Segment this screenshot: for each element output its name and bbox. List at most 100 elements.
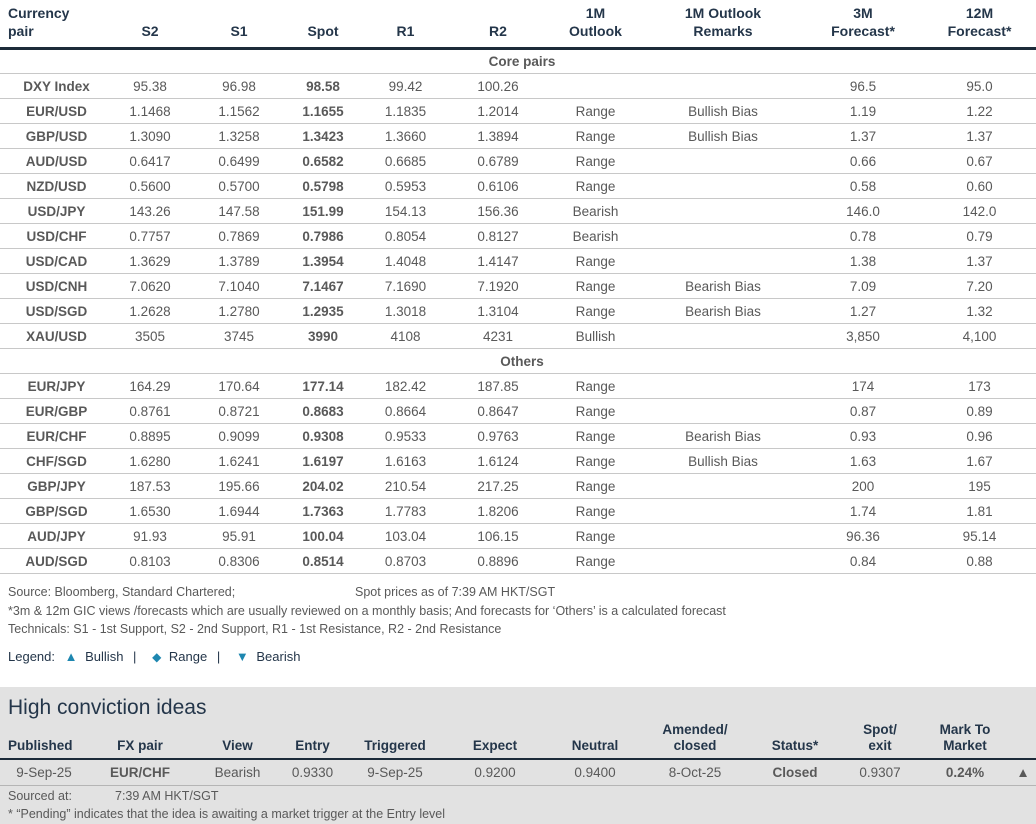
hc-col-header-amended-closed: Amended/ closed — [662, 722, 728, 753]
cell-12m-forecast: 173 — [923, 373, 1036, 399]
cell-spot: 177.14 — [283, 373, 363, 399]
fx-forecast-table: Currency pair S2 S1 Spot R1 R2 1M Outlook 1M Ou… — [0, 0, 1036, 574]
fx-table-header-row: Currency pair S2 S1 Spot R1 R2 1M Outlook 1M Ou… — [0, 0, 1036, 49]
cell-r2: 106.15 — [448, 523, 548, 549]
cell-s2: 1.3629 — [105, 248, 195, 274]
cell-s2: 164.29 — [105, 373, 195, 399]
col-header-r1: R1 — [396, 23, 415, 39]
cell-pair: EUR/USD — [0, 98, 105, 124]
cell-spot: 1.2935 — [283, 298, 363, 324]
cell-remarks — [643, 198, 803, 224]
cell-spot-exit: 0.9307 — [840, 759, 920, 786]
cell-r2: 1.3894 — [448, 123, 548, 149]
fx-row-xau-usd: XAU/USD 3505 3745 3990 4108 4231 Bullish 3,850 4… — [0, 323, 1036, 349]
cell-r1: 0.9533 — [363, 423, 448, 449]
cell-12m-forecast: 1.67 — [923, 448, 1036, 474]
legend-separator: | — [216, 648, 221, 664]
cell-3m-forecast: 0.87 — [803, 398, 923, 424]
cell-r1: 154.13 — [363, 198, 448, 224]
cell-spot: 151.99 — [283, 198, 363, 224]
cell-3m-forecast: 0.84 — [803, 548, 923, 574]
hc-col-header-neutral: Neutral — [571, 738, 619, 753]
cell-amended-closed: 8-Oct-25 — [640, 759, 750, 786]
cell-r2: 0.9763 — [448, 423, 548, 449]
cell-12m-forecast: 4,100 — [923, 323, 1036, 349]
cell-spot: 0.5798 — [283, 173, 363, 199]
cell-r2: 1.3104 — [448, 298, 548, 324]
cell-status: Closed — [750, 759, 840, 786]
cell-spot: 0.8514 — [283, 548, 363, 574]
cell-pair: AUD/SGD — [0, 548, 105, 574]
cell-12m-forecast: 0.67 — [923, 148, 1036, 174]
col-header-s2: S2 — [141, 23, 159, 39]
cell-r1: 103.04 — [363, 523, 448, 549]
cell-r1: 0.6685 — [363, 148, 448, 174]
cell-r2: 1.6124 — [448, 448, 548, 474]
legend-bullish-label: Bullish — [85, 648, 124, 664]
cell-entry: 0.9330 — [275, 759, 350, 786]
cell-outlook: Range — [548, 98, 643, 124]
fx-row-usd-chf: USD/CHF 0.7757 0.7869 0.7986 0.8054 0.8127 Bea… — [0, 223, 1036, 249]
cell-r2: 7.1920 — [448, 273, 548, 299]
forecast-note: *3m & 12m GIC views /forecasts which are… — [8, 603, 726, 618]
cell-12m-forecast: 1.22 — [923, 98, 1036, 124]
cell-r2: 100.26 — [448, 73, 548, 99]
cell-r1: 1.4048 — [363, 248, 448, 274]
cell-spot: 204.02 — [283, 473, 363, 499]
cell-triggered: 9-Sep-25 — [350, 759, 440, 786]
cell-r1: 0.8664 — [363, 398, 448, 424]
cell-r2: 1.8206 — [448, 498, 548, 524]
cell-pair: USD/JPY — [0, 198, 105, 224]
cell-outlook: Bearish — [548, 198, 643, 224]
cell-published: 9-Sep-25 — [0, 759, 80, 786]
mark-to-market-up-triangle-icon: ▲ — [1010, 759, 1036, 786]
cell-r2: 0.6789 — [448, 148, 548, 174]
cell-outlook: Range — [548, 498, 643, 524]
cell-r2: 217.25 — [448, 473, 548, 499]
cell-s1: 3745 — [195, 323, 283, 349]
cell-r2: 4231 — [448, 323, 548, 349]
cell-s1: 147.58 — [195, 198, 283, 224]
fx-row-eur-gbp: EUR/GBP 0.8761 0.8721 0.8683 0.8664 0.8647 Ran… — [0, 398, 1036, 424]
legend-label: Legend: — [8, 648, 55, 664]
cell-3m-forecast: 1.38 — [803, 248, 923, 274]
source-text: Source: Bloomberg, Standard Chartered; — [8, 585, 236, 599]
cell-r1: 7.1690 — [363, 273, 448, 299]
section-header-row: Core pairs — [0, 48, 1036, 74]
sourced-at-label: Sourced at: — [8, 788, 72, 803]
fx-row-nzd-usd: NZD/USD 0.5600 0.5700 0.5798 0.5953 0.6106 Ran… — [0, 173, 1036, 199]
cell-s1: 1.1562 — [195, 98, 283, 124]
cell-12m-forecast: 1.81 — [923, 498, 1036, 524]
cell-s1: 170.64 — [195, 373, 283, 399]
hc-col-header-mtm-icon — [1010, 722, 1036, 759]
fx-row-aud-jpy: AUD/JPY 91.93 95.91 100.04 103.04 106.15 Range… — [0, 523, 1036, 549]
cell-r1: 1.3018 — [363, 298, 448, 324]
cell-s1: 95.91 — [195, 523, 283, 549]
cell-outlook: Range — [548, 248, 643, 274]
cell-s2: 95.38 — [105, 73, 195, 99]
cell-s2: 3505 — [105, 323, 195, 349]
cell-s1: 1.3258 — [195, 123, 283, 149]
source-line: Source: Bloomberg, Standard Chartered; Sp… — [8, 583, 1036, 602]
cell-s1: 0.9099 — [195, 423, 283, 449]
cell-spot: 1.3423 — [283, 123, 363, 149]
legend-bearish-label: Bearish — [256, 648, 301, 664]
fx-row-usd-jpy: USD/JPY 143.26 147.58 151.99 154.13 156.36 Bea… — [0, 198, 1036, 224]
cell-r1: 210.54 — [363, 473, 448, 499]
cell-3m-forecast: 174 — [803, 373, 923, 399]
cell-spot: 1.3954 — [283, 248, 363, 274]
cell-3m-forecast: 0.78 — [803, 223, 923, 249]
cell-12m-forecast: 0.88 — [923, 548, 1036, 574]
cell-12m-forecast: 0.60 — [923, 173, 1036, 199]
fx-row-usd-sgd: USD/SGD 1.2628 1.2780 1.2935 1.3018 1.3104 Ran… — [0, 298, 1036, 324]
cell-s1: 0.7869 — [195, 223, 283, 249]
cell-s2: 1.6280 — [105, 448, 195, 474]
cell-12m-forecast: 0.79 — [923, 223, 1036, 249]
cell-r1: 99.42 — [363, 73, 448, 99]
cell-s2: 0.8103 — [105, 548, 195, 574]
cell-12m-forecast: 1.32 — [923, 298, 1036, 324]
cell-s2: 143.26 — [105, 198, 195, 224]
cell-remarks: Bullish Bias — [643, 98, 803, 124]
fx-row-eur-chf: EUR/CHF 0.8895 0.9099 0.9308 0.9533 0.9763 Ran… — [0, 423, 1036, 449]
